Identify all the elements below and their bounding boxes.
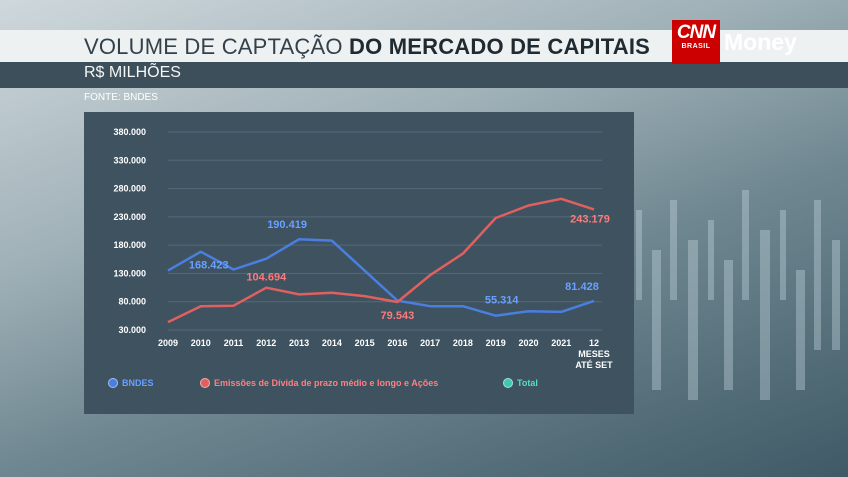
x-tick-label: MESES xyxy=(578,349,610,359)
y-tick-label: 380.000 xyxy=(113,127,146,137)
x-tick-label: 2010 xyxy=(191,338,211,348)
x-tick-label: 12 xyxy=(589,338,599,348)
data-label-bndes: 81.428 xyxy=(565,281,599,293)
legend-label-total: Total xyxy=(517,378,538,388)
legend-dot-bndes xyxy=(108,378,118,388)
brasil-logo-text: BRASIL xyxy=(681,43,711,50)
y-tick-label: 180.000 xyxy=(113,240,146,250)
y-tick-label: 80.000 xyxy=(118,297,146,307)
x-tick-label: 2011 xyxy=(224,338,244,348)
x-tick-label: 2016 xyxy=(387,338,407,348)
legend-item-total: Total xyxy=(503,378,538,388)
x-tick-label: 2009 xyxy=(158,338,178,348)
legend-item-emissoes: Emissões de Dívida de prazo médio e long… xyxy=(200,378,438,388)
background-candlesticks xyxy=(618,190,840,400)
unit-subtitle: R$ MILHÕES xyxy=(84,64,181,81)
x-tick-label: 2014 xyxy=(322,338,342,348)
cnn-logo-text: CNN xyxy=(676,22,716,43)
legend-item-bndes: BNDES xyxy=(108,378,154,388)
x-tick-label: 2021 xyxy=(551,338,571,348)
x-tick-label: 2013 xyxy=(289,338,309,348)
y-tick-label: 130.000 xyxy=(113,268,146,278)
legend-dot-emissoes xyxy=(200,378,210,388)
series-line-bndes xyxy=(167,237,595,317)
data-label-bndes: 168.423 xyxy=(189,260,229,272)
subtitle-bar xyxy=(0,62,848,88)
chart-panel xyxy=(84,112,634,414)
x-tick-label: 2012 xyxy=(256,338,276,348)
y-tick-label: 230.000 xyxy=(113,212,146,222)
y-tick-label: 30.000 xyxy=(118,325,146,335)
x-tick-label: ATÉ SET xyxy=(575,360,613,370)
data-label-emissoes: 104.694 xyxy=(246,272,287,284)
legend-dot-total xyxy=(503,378,513,388)
data-label-bndes: 55.314 xyxy=(485,295,520,307)
x-tick-label: 2019 xyxy=(486,338,506,348)
y-tick-label: 330.000 xyxy=(113,155,146,165)
legend-label-bndes: BNDES xyxy=(122,378,154,388)
x-tick-label: 2017 xyxy=(420,338,440,348)
chart-title: VOLUME DE CAPTAÇÃO DO MERCADO DE CAPITAI… xyxy=(84,34,650,60)
money-logo: Money xyxy=(724,29,797,55)
x-tick-label: 2020 xyxy=(518,338,538,348)
x-tick-label: 2015 xyxy=(355,338,375,348)
line-chart: 30.000 80.000 130.000 180.000 230.000 280.000… xyxy=(113,127,613,370)
y-tick-label: 280.000 xyxy=(113,184,146,194)
data-label-bndes: 190.419 xyxy=(267,219,307,231)
legend-label-emissoes: Emissões de Dívida de prazo médio e long… xyxy=(214,378,439,388)
title-bold: DO MERCADO DE CAPITAIS xyxy=(349,34,651,59)
data-label-emissoes: 79.543 xyxy=(381,310,415,322)
data-label-emissoes: 243.179 xyxy=(570,213,610,225)
cnn-brasil-logo: CNN BRASIL xyxy=(672,20,720,64)
source-note: FONTE: BNDES xyxy=(84,92,158,103)
series-line-emissoes xyxy=(167,197,595,324)
x-tick-label: 2018 xyxy=(453,338,473,348)
title-light: VOLUME DE CAPTAÇÃO xyxy=(84,34,349,59)
